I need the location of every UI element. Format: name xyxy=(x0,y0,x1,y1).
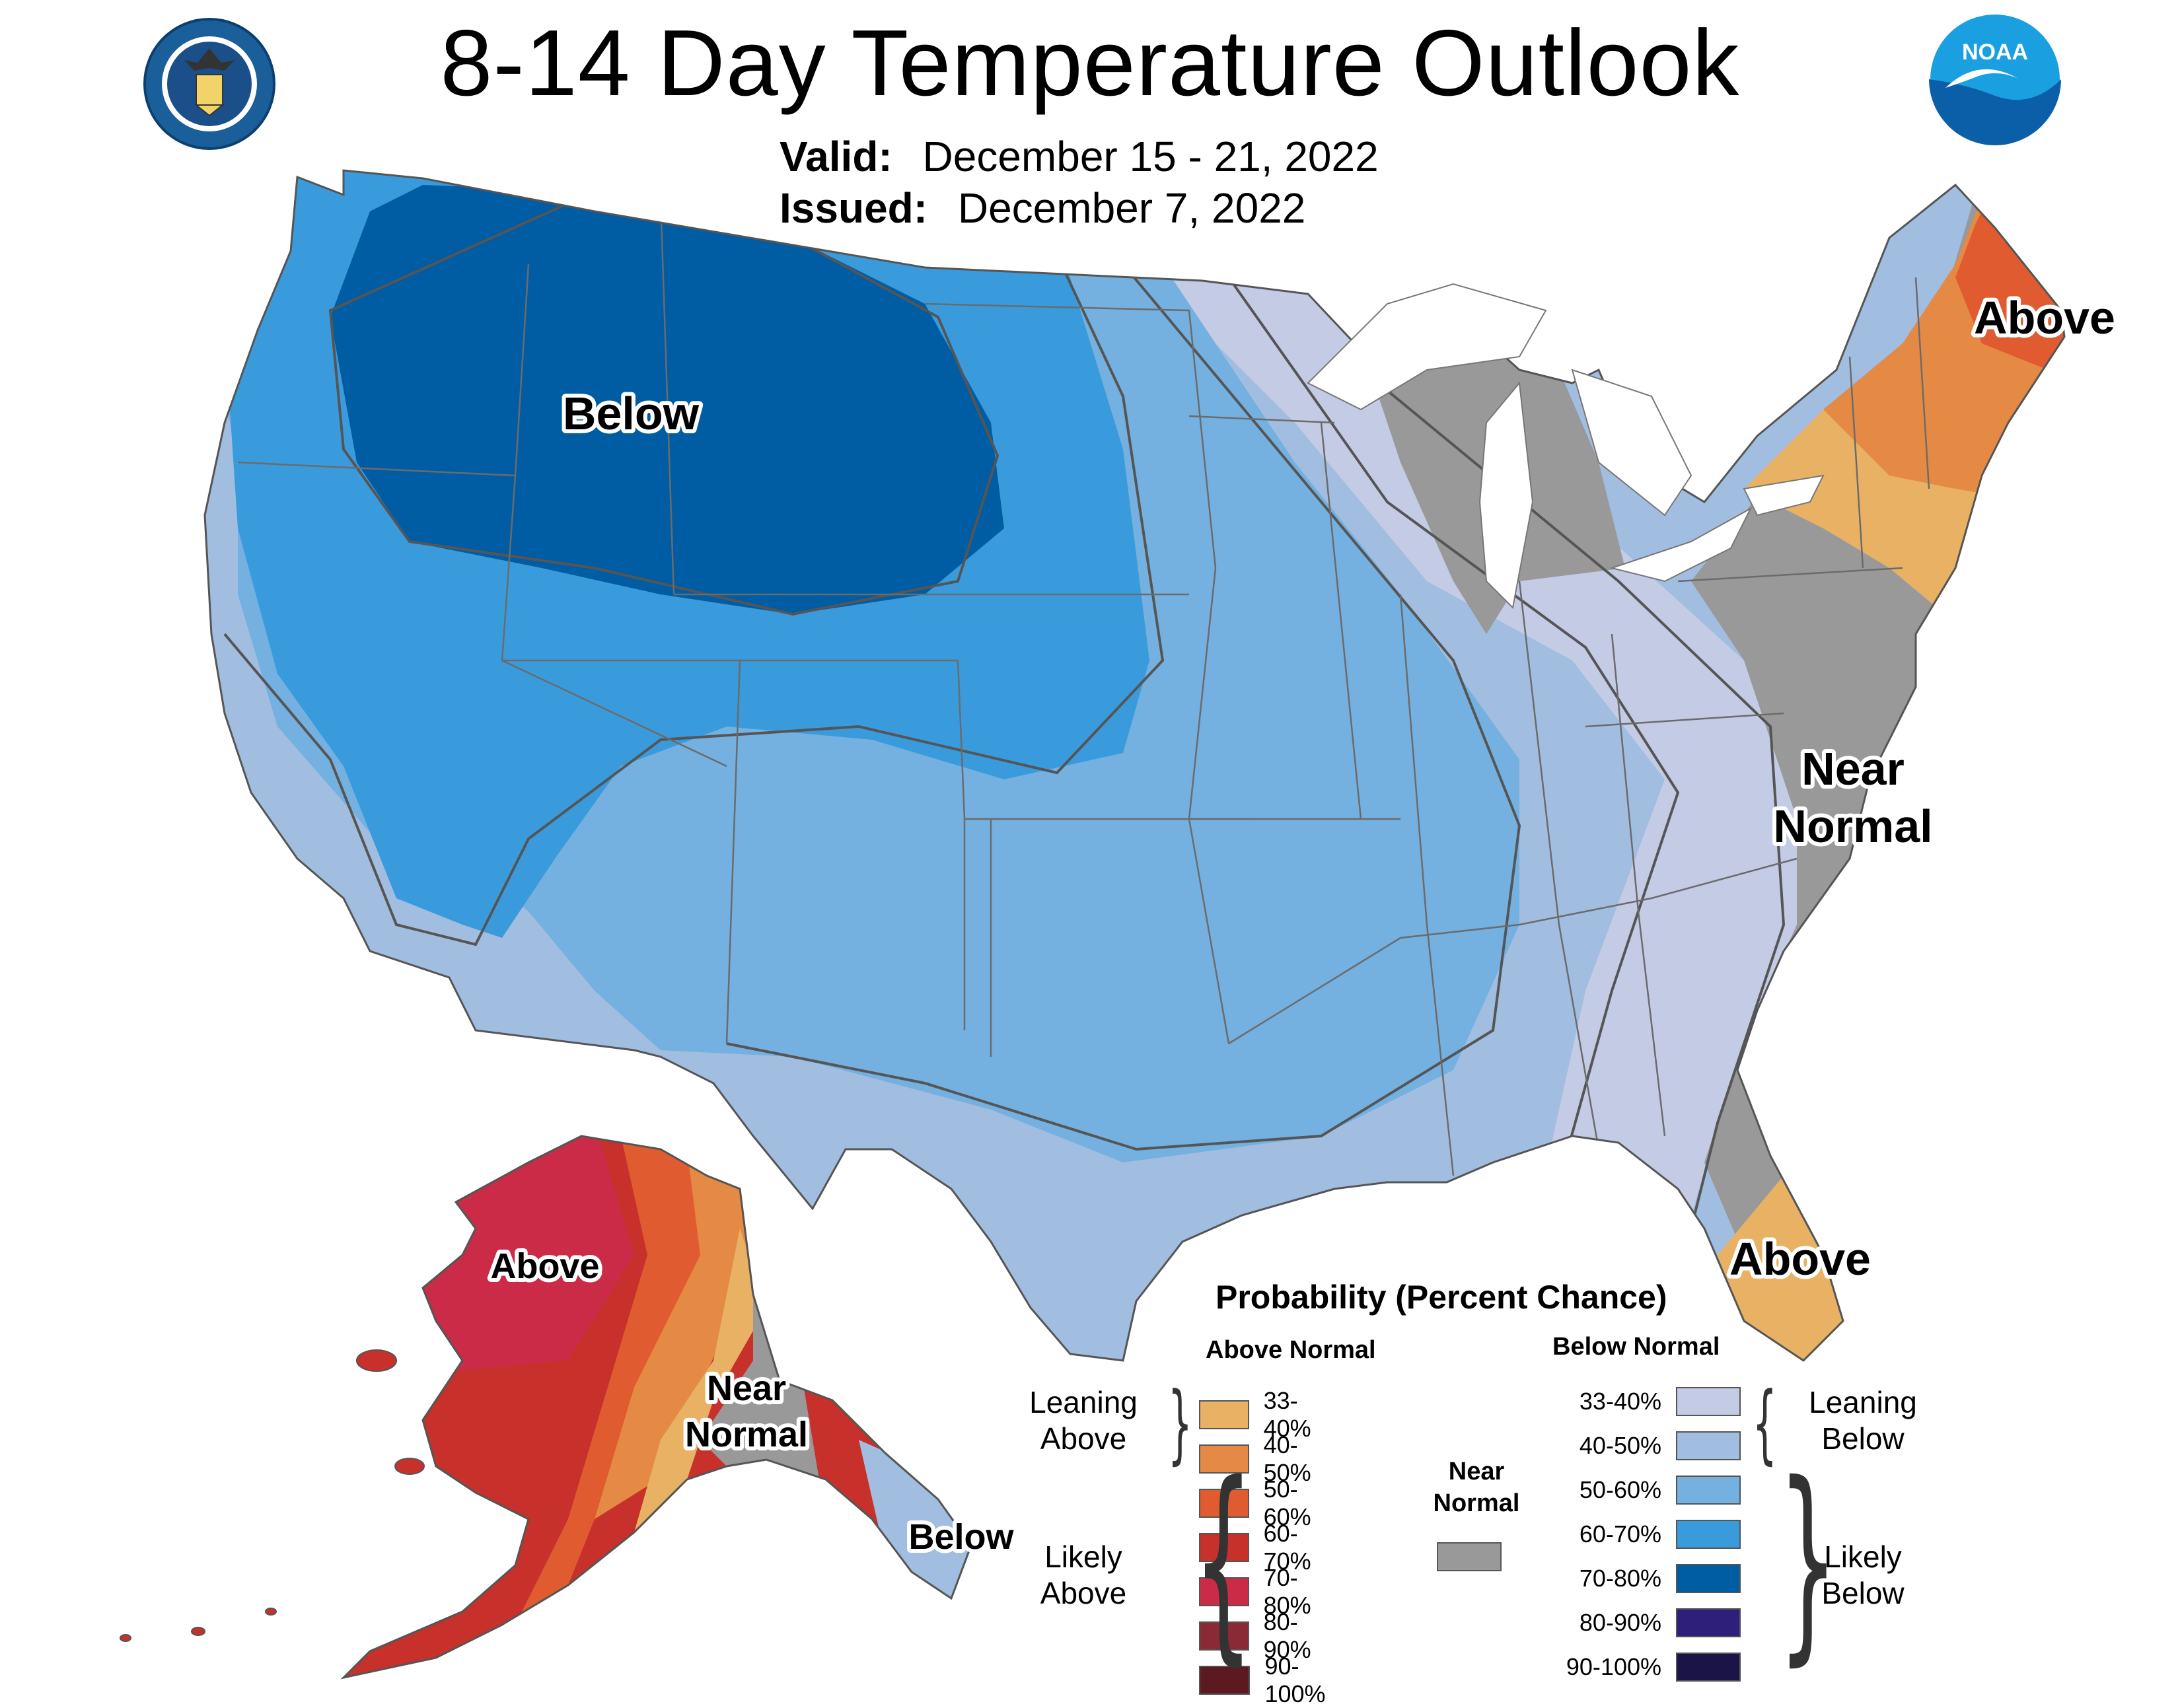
label-above-northeast: Above xyxy=(1974,292,2115,343)
legend-leaning-above: Leaning Above xyxy=(1017,1384,1149,1457)
legend-above-range-label: 90-100% xyxy=(1264,1653,1326,1707)
legend-above-row: 60-70% xyxy=(1199,1520,1326,1575)
legend-below-row: 60-70% xyxy=(1549,1520,1741,1549)
issued-date: December 7, 2022 xyxy=(957,184,1306,232)
alaska-likely-above-50 xyxy=(502,1136,700,1651)
legend-above-range-label: 50-60% xyxy=(1263,1476,1311,1530)
legend-below-swatch xyxy=(1676,1387,1741,1416)
likely-above-50-maine xyxy=(1955,185,2064,383)
alaska-leaning-above-33 xyxy=(634,1228,766,1532)
label-above-alaska: Above xyxy=(490,1246,599,1286)
leaning-below-band xyxy=(1136,264,1797,1228)
legend-leaning-above-line2: Above xyxy=(1040,1421,1127,1456)
legend-above-swatch xyxy=(1199,1577,1249,1606)
page-title: 8-14 Day Temperature Outlook xyxy=(440,11,1740,116)
legend-above-swatch xyxy=(1199,1400,1249,1429)
legend-below-row: 33-40% xyxy=(1549,1387,1741,1416)
legend-above-row: 50-60% xyxy=(1199,1476,1326,1531)
state-borders xyxy=(237,197,1930,1176)
label-near-normal-alaska-2: Normal xyxy=(685,1415,808,1454)
legend-leaning-above-line1: Leaning xyxy=(1029,1385,1138,1419)
alaska-outline xyxy=(340,1135,972,1680)
legend-above-range-label: 60-70% xyxy=(1263,1520,1311,1575)
legend-leaning-below-line1: Leaning xyxy=(1809,1385,1917,1419)
legend-above-row: 80-90% xyxy=(1199,1608,1326,1664)
legend-likely-above-line1: Likely xyxy=(1044,1540,1122,1574)
legend-above-range-label: 80-90% xyxy=(1263,1608,1311,1663)
legend-above-swatch xyxy=(1199,1489,1249,1518)
alaska-shading xyxy=(344,1136,971,1678)
noaa-logo-text: NOAA xyxy=(1962,40,2028,65)
legend-below-row: 80-90% xyxy=(1549,1608,1741,1637)
legend-below-row: 90-100% xyxy=(1549,1653,1741,1682)
brace-likely-above: { xyxy=(1192,1439,1254,1684)
legend-above-range-label: 70-80% xyxy=(1263,1564,1311,1619)
legend-below-swatch xyxy=(1676,1520,1741,1549)
valid-dates: December 15 - 21, 2022 xyxy=(922,133,1379,180)
alaska-leaning-above-40 xyxy=(595,1149,760,1519)
legend-below-swatch xyxy=(1676,1564,1741,1593)
leaning-above-florida xyxy=(1718,1176,1863,1361)
noaa-logo: NOAA xyxy=(1928,12,2062,147)
legend-above-swatch xyxy=(1199,1621,1249,1651)
label-near-normal-east-1: Near xyxy=(1801,743,1905,795)
legend-leaning-below-line2: Below xyxy=(1821,1421,1905,1456)
label-below-west: Below xyxy=(563,388,700,439)
legend-likely-above-line2: Above xyxy=(1040,1576,1127,1611)
label-near-normal-east-2: Normal xyxy=(1773,801,1932,852)
legend-near-normal-line1: Near xyxy=(1448,1458,1505,1485)
legend-above-header: Above Normal xyxy=(1206,1336,1376,1364)
legend-below-range-label: 90-100% xyxy=(1566,1653,1661,1680)
legend-above-swatch xyxy=(1199,1533,1249,1562)
legend-near-normal-label: Near Normal xyxy=(1420,1456,1533,1519)
legend-below-range-label: 50-60% xyxy=(1579,1476,1661,1503)
legend-leaning-below: Leaning Below xyxy=(1790,1384,1936,1457)
legend-below-swatch xyxy=(1676,1608,1741,1637)
legend-likely-below-line2: Below xyxy=(1821,1576,1905,1611)
legend-above-range-label: 40-50% xyxy=(1263,1431,1311,1486)
legend-near-normal-line2: Normal xyxy=(1433,1489,1520,1517)
legend-likely-below: Likely Below xyxy=(1790,1539,1936,1612)
brace-leaning-below: { xyxy=(1752,1373,1777,1474)
label-above-florida: Above xyxy=(1729,1233,1871,1285)
great-lakes xyxy=(1307,283,1825,610)
legend-below-range-label: 40-50% xyxy=(1579,1432,1661,1459)
issued-label: Issued: xyxy=(780,184,928,232)
department-of-commerce-seal xyxy=(143,18,275,150)
legend-below-range-label: 60-70% xyxy=(1579,1520,1661,1548)
label-below-alaska: Below xyxy=(908,1517,1014,1557)
legend-below-swatch xyxy=(1676,1653,1741,1682)
legend-above-range-label: 33-40% xyxy=(1263,1387,1311,1442)
issued-line: Issued: December 7, 2022 xyxy=(780,187,1305,229)
legend-below-range-label: 33-40% xyxy=(1579,1388,1661,1415)
legend-below-row: 40-50% xyxy=(1549,1431,1741,1460)
legend-below-swatch xyxy=(1676,1476,1741,1505)
label-near-normal-alaska-1: Near xyxy=(707,1369,786,1408)
legend-above-swatch xyxy=(1199,1444,1249,1474)
legend-below-row: 50-60% xyxy=(1549,1476,1741,1505)
legend-near-normal-swatch xyxy=(1437,1542,1502,1571)
legend-below-header: Below Normal xyxy=(1552,1333,1720,1361)
legend-below-range-label: 70-80% xyxy=(1579,1565,1661,1592)
alaska-islands xyxy=(120,1349,425,1642)
valid-label: Valid: xyxy=(780,133,892,180)
legend-below-row: 70-80% xyxy=(1549,1564,1741,1593)
legend-above-row: 33-40% xyxy=(1199,1387,1326,1442)
legend-title: Probability (Percent Chance) xyxy=(1216,1279,1667,1316)
brace-leaning-above: } xyxy=(1167,1373,1192,1474)
legend-below-swatch xyxy=(1676,1431,1741,1460)
legend-below-range-label: 80-90% xyxy=(1579,1609,1661,1636)
legend-likely-above: Likely Above xyxy=(1017,1539,1149,1612)
legend-above-row: 40-50% xyxy=(1199,1431,1326,1487)
valid-line: Valid: December 15 - 21, 2022 xyxy=(780,135,1379,178)
legend-likely-below-line1: Likely xyxy=(1824,1540,1902,1574)
legend-above-row: 70-80% xyxy=(1199,1564,1326,1619)
brace-likely-below: } xyxy=(1777,1439,1838,1684)
